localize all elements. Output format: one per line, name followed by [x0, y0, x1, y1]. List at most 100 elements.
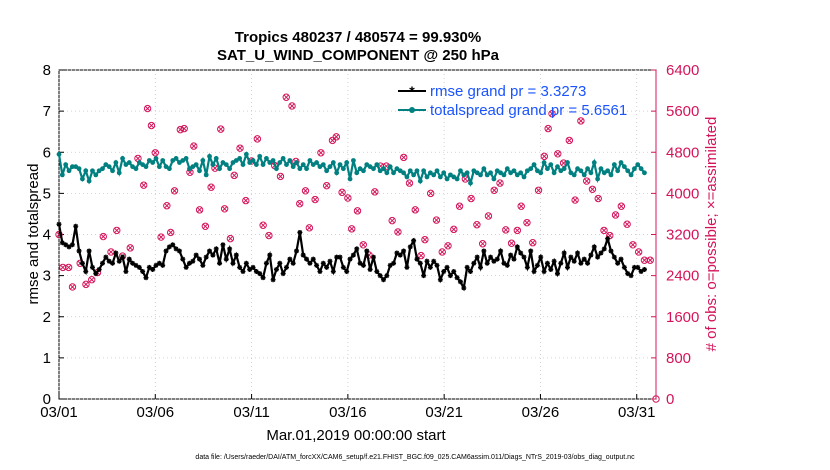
- x-tick-label: 03/21: [425, 404, 463, 421]
- totalspread-point: [156, 164, 162, 170]
- totalspread-point: [76, 166, 82, 172]
- obs-assimilated-point: [164, 203, 170, 209]
- rmse-point: [126, 256, 132, 262]
- rmse-point: [290, 260, 296, 266]
- totalspread-point: [501, 172, 507, 178]
- rmse-point: [601, 246, 607, 252]
- obs-assimilated-point: [535, 187, 542, 193]
- obs-assimilated-point: [208, 184, 214, 190]
- rmse-point: [59, 240, 65, 246]
- totalspread-point: [133, 166, 139, 172]
- obs-assimilated-point: [69, 284, 76, 290]
- totalspread-point: [481, 166, 487, 172]
- obs-assimilated-point: [83, 281, 89, 288]
- rmse-point: [641, 266, 647, 272]
- totalspread-point: [571, 172, 577, 178]
- rmse-point: [437, 277, 443, 283]
- totalspread-point: [250, 158, 256, 163]
- totalspread-point: [66, 168, 72, 174]
- totalspread-point: [307, 158, 313, 163]
- rmse-point: [481, 248, 487, 254]
- totalspread-point: [361, 168, 366, 174]
- rmse-point: [424, 258, 430, 264]
- rmse-point: [324, 264, 330, 270]
- obs-assimilated-point: [401, 154, 407, 161]
- left-tick-label: 1: [43, 350, 51, 367]
- totalspread-point: [538, 170, 544, 176]
- chart-title: Tropics 480237 / 480574 = 99.930%: [235, 29, 481, 46]
- rmse-point: [210, 252, 216, 258]
- totalspread-point: [555, 164, 560, 170]
- right-tick-label: 2400: [666, 268, 699, 285]
- totalspread-point: [561, 166, 567, 172]
- obs-assimilated-point: [152, 150, 158, 156]
- rmse-point: [103, 254, 109, 260]
- totalspread-point: [374, 162, 380, 167]
- obs-possible-point: [496, 179, 504, 187]
- totalspread-point: [300, 162, 306, 167]
- rmse-point: [628, 273, 634, 279]
- legend-rmse-marker: *: [409, 83, 415, 99]
- obs-possible-point: [577, 117, 585, 125]
- rmse-point: [116, 258, 122, 264]
- x-tick-label: 03/06: [137, 404, 175, 421]
- obs-assimilated-point: [508, 240, 515, 246]
- obs-possible-point: [226, 234, 235, 243]
- obs-possible-point: [544, 124, 552, 133]
- obs-assimilated-point: [624, 221, 630, 227]
- rmse-point: [156, 260, 162, 266]
- obs-assimilated-point: [177, 126, 183, 133]
- rmse-point: [183, 264, 189, 270]
- rmse-point: [431, 258, 437, 264]
- rmse-point: [260, 275, 266, 281]
- rmse-point: [565, 264, 571, 270]
- totalspread-point: [314, 160, 319, 165]
- rmse-point: [381, 277, 387, 283]
- totalspread-point: [424, 174, 430, 180]
- totalspread-point: [90, 168, 95, 174]
- rmse-point: [287, 256, 293, 262]
- rmse-point: [414, 256, 420, 262]
- rmse-point: [347, 256, 353, 262]
- obs-possible-point: [147, 121, 156, 130]
- obs-assimilated-point: [306, 225, 313, 231]
- rmse-point: [491, 258, 497, 264]
- obs-assimilated-point: [60, 264, 66, 271]
- rmse-point: [263, 260, 269, 266]
- obs-possible-point: [82, 280, 90, 289]
- totalspread-point: [116, 170, 122, 176]
- rmse-point: [484, 260, 490, 266]
- rmse-point: [635, 264, 641, 270]
- x-tick-label: 03/31: [618, 404, 656, 421]
- totalspread-point: [56, 151, 62, 157]
- totalspread-point: [83, 168, 89, 174]
- totalspread-point: [391, 170, 396, 176]
- totalspread-point: [411, 172, 417, 178]
- totalspread-point: [407, 168, 413, 174]
- obs-assimilated-point: [518, 203, 524, 209]
- totalspread-point: [595, 176, 601, 182]
- rmse-point: [478, 264, 484, 270]
- obs-possible-point: [646, 256, 654, 264]
- obs-possible-point: [113, 226, 121, 235]
- rmse-point: [417, 260, 423, 266]
- obs-assimilated-point: [237, 145, 243, 151]
- totalspread-point: [434, 168, 440, 174]
- obs-possible-point: [305, 224, 314, 232]
- obs-assimilated-point: [372, 189, 378, 195]
- obs-assimilated-point: [231, 172, 237, 179]
- obs-possible-point: [64, 263, 73, 272]
- totalspread-point: [126, 160, 132, 165]
- obs-possible-point: [236, 144, 244, 152]
- obs-assimilated-point: [243, 197, 249, 204]
- rmse-series: [56, 221, 647, 292]
- obs-assimilated-point: [297, 201, 303, 207]
- totalspread-point: [324, 168, 330, 174]
- totalspread-point: [260, 162, 266, 167]
- obs-assimilated-point: [474, 222, 480, 228]
- rmse-point: [508, 252, 514, 258]
- rmse-point: [250, 264, 256, 270]
- obs-assimilated-point: [324, 183, 330, 189]
- rmse-point: [625, 271, 631, 277]
- obs-possible-point: [253, 135, 262, 143]
